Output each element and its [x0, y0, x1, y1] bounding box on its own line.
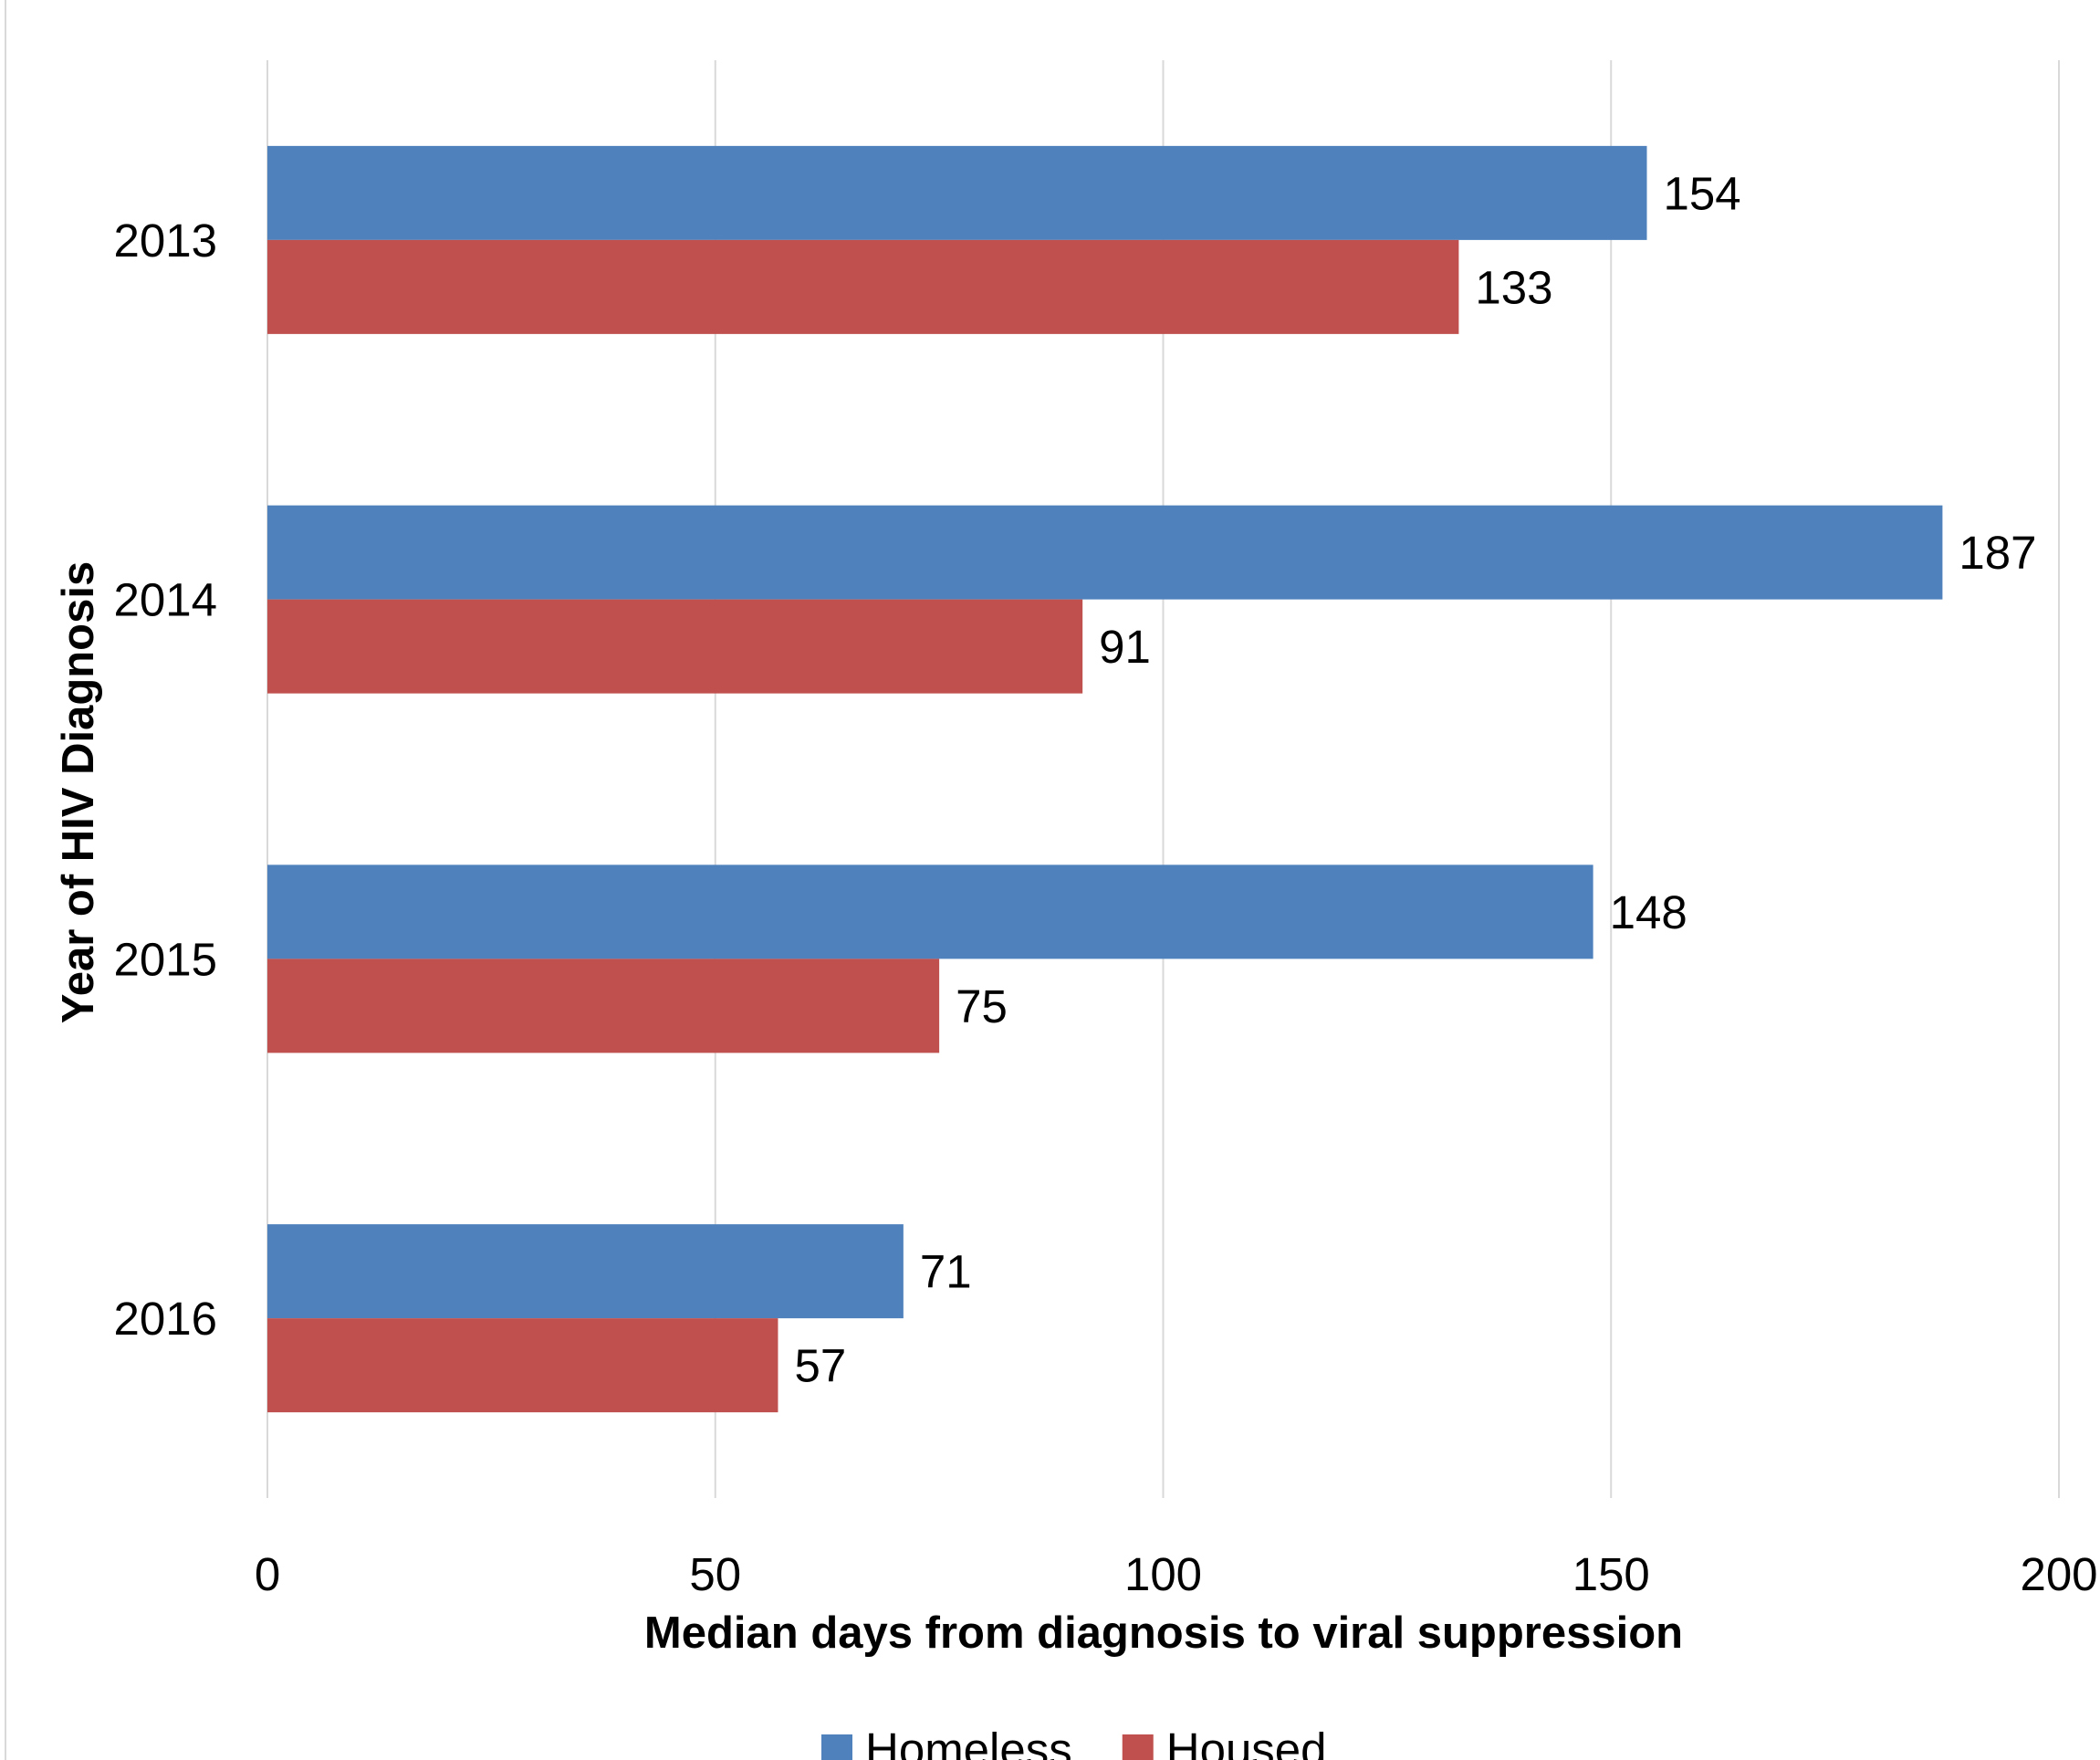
y-axis-title: Year of HIV Diagnosis: [54, 561, 103, 1024]
bar-housed-2013: [267, 239, 1459, 334]
bar-housed-2014: [267, 599, 1083, 694]
y-axis-tick-labels: 2013 2014 2015 2016: [114, 215, 217, 1345]
bar-housed-2016: [267, 1318, 778, 1413]
bar-homeless-2016: [267, 1224, 904, 1319]
legend-label-homeless: Homeless: [865, 1723, 1072, 1760]
legend-swatch-homeless: [821, 1734, 852, 1760]
bar-homeless-2013: [267, 145, 1647, 240]
data-label-homeless-2013: 154: [1664, 167, 1741, 219]
data-label-housed-2015: 75: [956, 980, 1008, 1032]
data-labels: 154 133 187 91 148 75 71 57: [794, 167, 2036, 1391]
legend-label-housed: Housed: [1166, 1723, 1327, 1760]
bar-homeless-2015: [267, 864, 1593, 959]
data-label-homeless-2016: 71: [920, 1246, 972, 1298]
data-label-housed-2013: 133: [1475, 261, 1552, 313]
legend: Homeless Housed: [821, 1723, 1327, 1760]
y-tick-label-2015: 2015: [114, 933, 217, 985]
x-tick-label-200: 200: [2020, 1548, 2097, 1600]
y-tick-label-2013: 2013: [114, 215, 217, 267]
bars: [267, 145, 1943, 1413]
x-tick-label-100: 100: [1124, 1548, 1202, 1600]
x-tick-label-0: 0: [255, 1548, 280, 1600]
y-tick-label-2016: 2016: [114, 1293, 217, 1345]
y-tick-label-2014: 2014: [114, 574, 217, 626]
legend-swatch-housed: [1122, 1734, 1154, 1760]
x-axis-tick-labels: 0 50 100 150 200: [255, 1548, 2098, 1600]
x-axis-title: Median days from diagnosis to viral supp…: [644, 1608, 1683, 1658]
x-tick-label-150: 150: [1572, 1548, 1650, 1600]
data-label-homeless-2015: 148: [1610, 886, 1687, 938]
data-label-housed-2014: 91: [1099, 621, 1151, 673]
data-label-homeless-2014: 187: [1959, 527, 2036, 579]
bar-homeless-2014: [267, 505, 1943, 600]
x-tick-label-50: 50: [689, 1548, 741, 1600]
data-label-housed-2016: 57: [794, 1340, 846, 1392]
bar-housed-2015: [267, 959, 940, 1053]
